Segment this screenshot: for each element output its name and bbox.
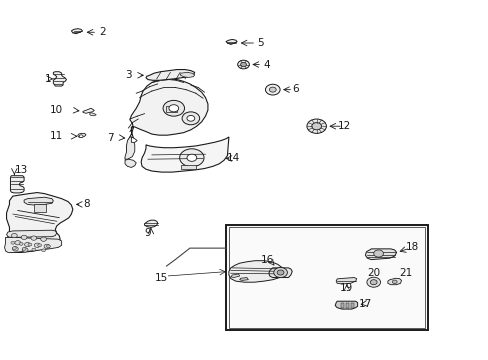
Polygon shape bbox=[335, 278, 356, 284]
Text: 7: 7 bbox=[107, 133, 114, 143]
Polygon shape bbox=[146, 69, 194, 80]
Circle shape bbox=[240, 62, 246, 67]
Circle shape bbox=[44, 244, 50, 248]
Polygon shape bbox=[125, 79, 207, 159]
Text: 18: 18 bbox=[405, 242, 418, 252]
Polygon shape bbox=[230, 274, 239, 278]
Circle shape bbox=[24, 242, 30, 247]
Bar bbox=[350, 303, 353, 308]
Text: 3: 3 bbox=[124, 70, 131, 80]
Text: 17: 17 bbox=[358, 299, 371, 309]
Circle shape bbox=[366, 277, 380, 287]
Polygon shape bbox=[334, 301, 357, 309]
Circle shape bbox=[269, 87, 276, 92]
Text: 2: 2 bbox=[99, 27, 105, 37]
Circle shape bbox=[46, 245, 50, 248]
Polygon shape bbox=[125, 159, 136, 167]
Polygon shape bbox=[268, 268, 292, 278]
Circle shape bbox=[179, 149, 203, 167]
Circle shape bbox=[273, 267, 287, 278]
Circle shape bbox=[391, 280, 396, 284]
Text: 21: 21 bbox=[398, 268, 411, 278]
Polygon shape bbox=[82, 108, 94, 113]
Circle shape bbox=[34, 243, 40, 247]
Circle shape bbox=[11, 233, 17, 238]
Polygon shape bbox=[6, 230, 57, 237]
Circle shape bbox=[373, 250, 383, 257]
Circle shape bbox=[12, 247, 16, 249]
Text: 8: 8 bbox=[82, 199, 89, 210]
Text: 16: 16 bbox=[261, 255, 274, 265]
Polygon shape bbox=[71, 29, 82, 34]
Text: 12: 12 bbox=[337, 121, 350, 131]
Bar bbox=[34, 204, 46, 212]
Circle shape bbox=[15, 240, 20, 245]
Text: 19: 19 bbox=[340, 283, 353, 293]
Text: 6: 6 bbox=[292, 84, 299, 94]
Polygon shape bbox=[6, 193, 73, 252]
Circle shape bbox=[22, 248, 28, 252]
Text: 14: 14 bbox=[226, 153, 239, 163]
Text: 11: 11 bbox=[50, 131, 63, 141]
Bar bbox=[345, 303, 348, 308]
Polygon shape bbox=[4, 237, 61, 252]
Text: 10: 10 bbox=[50, 105, 63, 116]
Polygon shape bbox=[24, 197, 53, 205]
Bar bbox=[340, 303, 343, 308]
Circle shape bbox=[265, 84, 280, 95]
Bar bbox=[225, 225, 427, 330]
Text: 13: 13 bbox=[14, 165, 27, 175]
Polygon shape bbox=[89, 113, 96, 116]
Circle shape bbox=[186, 154, 196, 161]
Polygon shape bbox=[10, 176, 24, 193]
Polygon shape bbox=[387, 278, 401, 285]
Polygon shape bbox=[228, 261, 284, 282]
Circle shape bbox=[168, 105, 178, 112]
Text: 4: 4 bbox=[263, 59, 269, 69]
Polygon shape bbox=[141, 137, 228, 172]
Circle shape bbox=[11, 241, 15, 244]
Polygon shape bbox=[131, 137, 137, 142]
Polygon shape bbox=[125, 137, 135, 159]
Circle shape bbox=[369, 280, 376, 285]
Circle shape bbox=[41, 237, 46, 241]
Polygon shape bbox=[78, 134, 86, 138]
Circle shape bbox=[31, 236, 37, 240]
Circle shape bbox=[182, 112, 199, 125]
Circle shape bbox=[277, 270, 284, 275]
Polygon shape bbox=[53, 72, 66, 86]
Polygon shape bbox=[225, 40, 237, 44]
Circle shape bbox=[22, 247, 26, 250]
Circle shape bbox=[12, 247, 18, 251]
Text: 9: 9 bbox=[144, 228, 151, 238]
Circle shape bbox=[21, 235, 27, 239]
Bar bbox=[181, 165, 195, 168]
Polygon shape bbox=[365, 249, 396, 260]
Text: 5: 5 bbox=[257, 38, 264, 48]
Circle shape bbox=[186, 116, 194, 121]
Circle shape bbox=[28, 243, 32, 246]
Bar bbox=[166, 107, 177, 112]
Polygon shape bbox=[144, 220, 158, 227]
Circle shape bbox=[38, 244, 41, 247]
Circle shape bbox=[306, 119, 326, 134]
Polygon shape bbox=[180, 72, 194, 77]
Text: 20: 20 bbox=[366, 268, 380, 278]
Text: 1: 1 bbox=[44, 74, 51, 84]
Bar bbox=[228, 227, 425, 328]
Text: 15: 15 bbox=[155, 273, 168, 283]
Circle shape bbox=[41, 249, 45, 252]
Circle shape bbox=[19, 242, 23, 245]
Circle shape bbox=[237, 60, 249, 69]
Polygon shape bbox=[239, 278, 248, 280]
Circle shape bbox=[163, 100, 184, 116]
Circle shape bbox=[32, 248, 36, 251]
Circle shape bbox=[311, 123, 321, 130]
Circle shape bbox=[79, 135, 83, 138]
